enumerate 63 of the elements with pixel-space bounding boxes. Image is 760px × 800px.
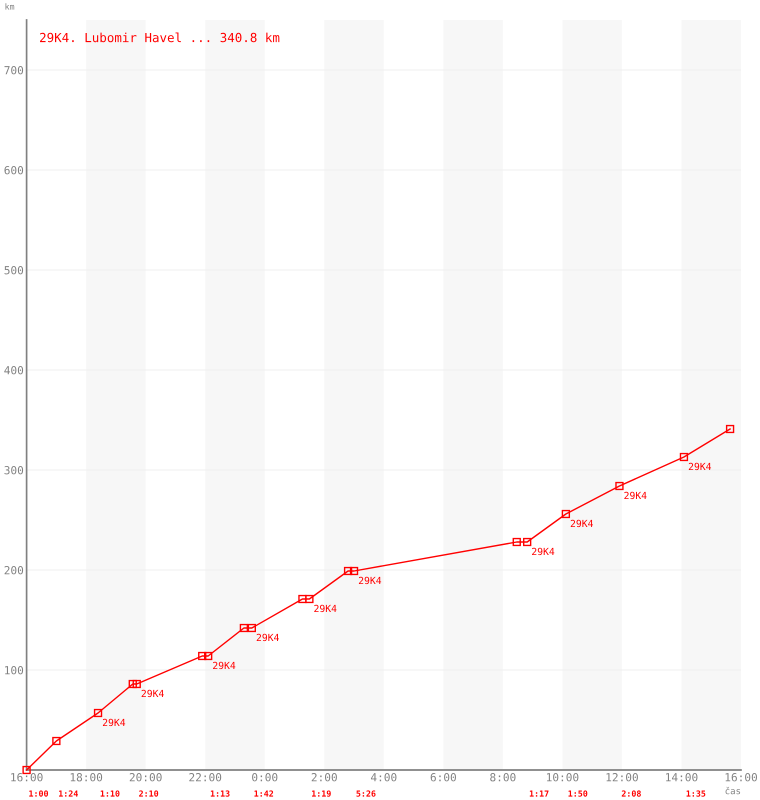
text: 1:17	[530, 790, 548, 797]
x-tick-label: 10:00	[547, 773, 578, 782]
text: 2:10	[139, 790, 158, 797]
point	[344, 566, 352, 576]
x-tick-label: 2:00	[312, 773, 337, 782]
y-axis-title: km	[6, 3, 14, 10]
x-tick-label: 0:00	[252, 773, 278, 782]
x-tick-label: 16:00	[11, 773, 43, 782]
text: 29K4. Lubomir Havel ... 340.8 km	[40, 32, 280, 42]
y-tick-label: 500	[4, 266, 24, 274]
x-tick-label: 20:00	[130, 773, 162, 782]
text: 5:26	[356, 790, 376, 797]
x-tick-label: 6:00	[430, 773, 456, 782]
point	[94, 708, 102, 718]
point	[562, 510, 570, 518]
point	[298, 594, 307, 604]
text: 1:50	[568, 790, 588, 797]
point	[680, 452, 688, 462]
y-tick-label: 700	[4, 66, 24, 74]
point	[726, 424, 734, 434]
annotation: 29K4	[256, 634, 279, 642]
text: 2:08	[622, 790, 641, 797]
annotation: 29K4	[213, 662, 236, 670]
y-tick-label: 100	[5, 666, 24, 674]
text: 1:19	[312, 790, 331, 797]
point	[305, 594, 314, 604]
annotation: 29K4	[532, 548, 554, 556]
y-tick-label: 200	[4, 566, 24, 574]
point	[240, 624, 248, 632]
text: 1:42	[254, 790, 274, 797]
point	[204, 652, 212, 660]
text: 1:35	[686, 790, 706, 797]
point	[132, 680, 141, 688]
x-tick-label: 12:00	[606, 773, 638, 782]
x-axis-title: čas	[726, 786, 740, 794]
x-tick-label: 14:00	[666, 773, 698, 782]
point	[52, 736, 61, 746]
annotation: 29K4	[358, 576, 382, 584]
x-tick-label: 16:00	[726, 773, 758, 782]
point	[128, 680, 137, 688]
x-tick-label: 4:00	[370, 773, 396, 782]
y-tick-label: 300	[4, 466, 24, 474]
y-tick-label: 400	[4, 366, 24, 374]
point	[512, 538, 521, 546]
annotation: 29K4	[570, 520, 593, 528]
annotation: 29K4	[624, 492, 647, 500]
x-tick-label: 8:00	[490, 773, 516, 782]
annotation: 29K4	[688, 462, 712, 470]
text: 1:00	[29, 790, 48, 797]
x-tick-label: 18:00	[70, 773, 102, 782]
annotation: 29K4	[142, 690, 164, 698]
text: 1:13	[210, 790, 230, 797]
point	[248, 624, 256, 632]
point	[523, 538, 532, 546]
y-tick-label: 600	[4, 166, 24, 174]
annotation: 29K4	[102, 718, 126, 726]
text: 1:10	[100, 790, 120, 797]
annotation: 29K4	[314, 604, 336, 612]
point	[615, 482, 624, 490]
point	[350, 566, 358, 576]
point	[198, 652, 206, 660]
text: 1:24	[59, 790, 78, 797]
x-tick-label: 22:00	[189, 773, 222, 782]
